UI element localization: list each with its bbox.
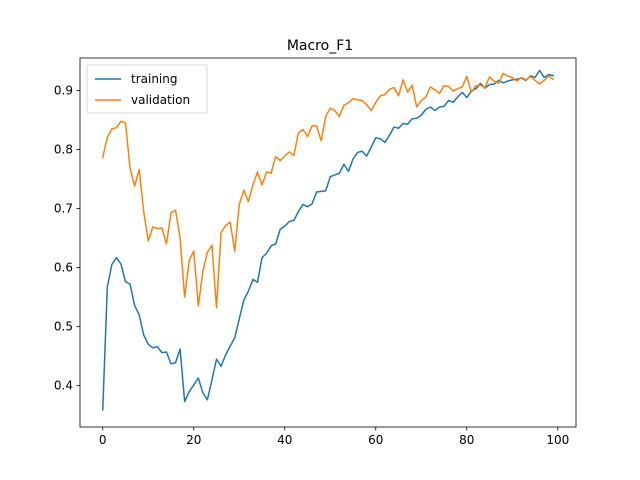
x-tick-label: 100 <box>546 433 569 447</box>
plot-area <box>80 58 576 427</box>
series-layer <box>101 69 555 411</box>
plot-background <box>80 58 576 427</box>
legend-label-validation: validation <box>131 93 190 107</box>
y-tick-label: 0.7 <box>54 202 73 216</box>
y-tick-label: 0.6 <box>54 261 73 275</box>
axes-frame <box>79 57 577 428</box>
y-tick-label: 0.4 <box>54 379 73 393</box>
axes-layer: 0 20 40 60 80 100 0.4 0.5 0.6 0.7 0.8 0.9 <box>54 57 577 447</box>
x-tick-label: 80 <box>459 433 474 447</box>
y-tick-label: 0.9 <box>54 83 73 97</box>
series-line-validation <box>101 72 555 309</box>
legend-box <box>86 64 208 114</box>
y-tick-label: 0.5 <box>54 320 73 334</box>
legend: training validation <box>86 64 208 114</box>
y-tick-label: 0.8 <box>54 143 73 157</box>
x-tick-label: 60 <box>368 433 383 447</box>
x-tick-label: 0 <box>99 433 107 447</box>
x-tick-label: 40 <box>277 433 292 447</box>
chart-title: Macro_F1 <box>287 38 353 54</box>
legend-label-training: training <box>131 72 178 86</box>
x-tick-label: 20 <box>186 433 201 447</box>
